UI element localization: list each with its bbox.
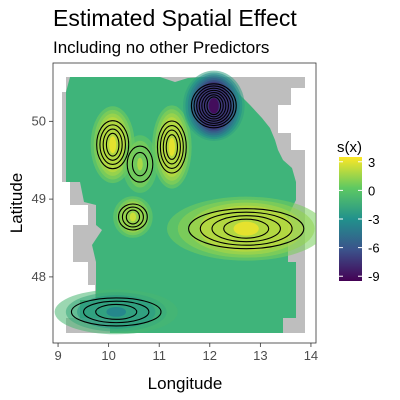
contour-line: [211, 215, 281, 243]
contour-line: [206, 96, 222, 116]
legend-title: s(x): [337, 139, 362, 156]
x-tick-label: 9: [54, 348, 61, 363]
x-tick-label: 11: [152, 348, 166, 363]
contour-line: [95, 303, 138, 320]
contour-line: [188, 208, 305, 250]
contour-line: [156, 120, 187, 174]
legend-tick-label: -6: [368, 241, 380, 256]
contour-line: [223, 218, 270, 239]
contour-line: [159, 125, 184, 170]
chart-subtitle: Including no other Predictors: [53, 38, 269, 57]
legend-colorbar: [339, 157, 362, 281]
y-axis-title: Latitude: [7, 173, 26, 234]
contour-line: [96, 120, 130, 170]
y-tick-label: 48: [32, 269, 46, 284]
contour-line: [203, 94, 224, 118]
legend-tick-label: 3: [368, 155, 375, 170]
x-tick-label: 12: [203, 348, 217, 363]
x-tick-label: 13: [253, 348, 267, 363]
contour-line: [126, 145, 154, 183]
contour-line: [131, 151, 149, 177]
legend-tick-label: -9: [368, 269, 380, 284]
contour-line: [105, 132, 120, 157]
effect-peak: [106, 306, 127, 317]
contour-line: [70, 297, 162, 327]
legend-tick-label: -3: [368, 212, 380, 227]
effect-peak: [137, 157, 143, 171]
y-tick-label: 50: [32, 113, 46, 128]
contour-line: [121, 206, 144, 228]
contour-line: [198, 89, 229, 122]
effect-peak: [233, 221, 259, 236]
contour-line: [99, 124, 126, 166]
contour-line: [125, 209, 141, 225]
effect-peak: [109, 136, 117, 154]
y-tick-label: 49: [32, 191, 46, 206]
contour-line: [190, 83, 237, 129]
x-tick-label: 10: [101, 348, 115, 363]
contour-line: [102, 128, 123, 161]
contour-line: [165, 134, 179, 160]
legend-tick-label: 0: [368, 183, 375, 198]
x-axis-title: Longitude: [148, 374, 223, 393]
contour-line: [193, 85, 235, 127]
effect-peak: [129, 212, 137, 222]
effect-peak: [168, 137, 176, 157]
x-tick-label: 14: [304, 348, 318, 363]
contour-line: [83, 300, 150, 324]
contour-line: [162, 129, 181, 165]
contour-line: [199, 211, 293, 246]
contour-line: [196, 87, 232, 124]
chart-title: Estimated Spatial Effect: [53, 5, 297, 31]
effect-peak: [208, 98, 219, 114]
contour-line: [117, 203, 148, 231]
contour-line: [201, 92, 227, 120]
